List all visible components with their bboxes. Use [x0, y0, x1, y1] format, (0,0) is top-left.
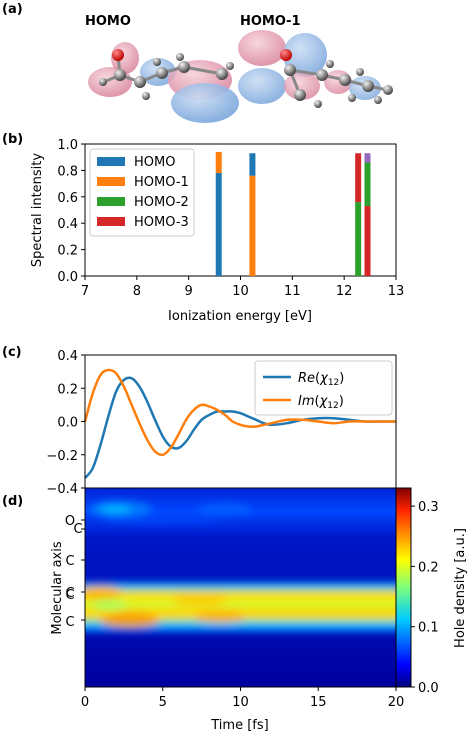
x-tick-label-d: 10 [232, 695, 249, 710]
y-tick-label-d-3: C [65, 586, 74, 601]
bar-0-segment-1 [215, 151, 222, 174]
x-axis-label-d: Time [fs] [210, 718, 268, 733]
legend-swatch-homo-3 [97, 217, 125, 226]
bar-1-segment-1 [249, 153, 256, 176]
x-tick-label-b: 10 [232, 284, 249, 299]
y-tick-label-d-2: C [65, 554, 74, 569]
x-tick-label-d: 0 [81, 695, 89, 710]
y-tick-label-b: 0.4 [57, 217, 78, 232]
y-tick-label-d-4: C [65, 588, 74, 603]
y-tick-label-b: 0.2 [57, 244, 78, 259]
x-tick-label-d: 20 [388, 695, 405, 710]
x-tick-label-b: 7 [81, 284, 89, 299]
legend-label-im: Im(χ12) [298, 394, 344, 411]
colorbar-tick-label: 0.2 [418, 560, 439, 575]
chi12-line-chart: 0.4 0.2 0.0 −0.2 −0.4 Re(χ12) Im(χ12) [46, 349, 397, 497]
legend-label-re: Re(χ12) [298, 371, 344, 388]
colorbar-ticks: 0.3 0.2 0.1 0.0 [411, 500, 439, 696]
orbital-label-homo: HOMO [85, 14, 131, 29]
y-tick-label-d-0: O [65, 514, 75, 529]
y-tick-label-c: 0.0 [57, 416, 78, 431]
bar-2-segment-0 [355, 202, 362, 276]
y-tick-label-b: 0.6 [57, 191, 78, 206]
y-ticks-c: 0.4 0.2 0.0 −0.2 −0.4 [46, 349, 85, 497]
x-ticks-b: 7 8 9 10 11 12 13 [81, 276, 404, 299]
bar-3-segment-2 [364, 153, 371, 163]
x-ticks-d: 0 5 10 15 20 [81, 687, 404, 710]
legend-label-homo-1: HOMO-1 [134, 175, 189, 190]
bar-3-segment-0 [364, 206, 371, 276]
panel-label-a: (a) [2, 2, 23, 17]
y-tick-label-c: 0.4 [57, 349, 78, 364]
colorbar [395, 487, 412, 688]
colorbar-tick-label: 0.0 [418, 681, 439, 696]
legend-c: Re(χ12) Im(χ12) [254, 360, 393, 416]
legend-box-c [254, 360, 393, 416]
y-tick-label-c: −0.2 [46, 449, 78, 464]
bar-3-segment-1 [364, 162, 371, 207]
orbital-label-homo-1: HOMO-1 [240, 14, 301, 29]
x-tick-label-b: 11 [284, 284, 301, 299]
molecule-homo-illustration [88, 42, 239, 123]
legend-b: HOMO HOMO-1 HOMO-2 HOMO-3 [89, 148, 195, 237]
panel-label-b: (b) [2, 132, 23, 147]
x-tick-label-b: 13 [388, 284, 405, 299]
bar-2-segment-1 [355, 153, 362, 203]
y-ticks-b: 0.0 0.2 0.4 0.6 0.8 1.0 [57, 138, 85, 285]
stacked-bars [215, 151, 371, 276]
series-line-im-chi12 [83, 368, 396, 457]
panel-label-c: (c) [2, 345, 22, 360]
series-line-re-chi12 [84, 376, 396, 479]
y-axis-label-b: Spectral intensity [30, 153, 45, 267]
legend-label-homo: HOMO [134, 155, 175, 170]
x-tick-label-b: 12 [336, 284, 353, 299]
x-tick-label-d: 5 [159, 695, 167, 710]
y-tick-label-b: 0.0 [57, 270, 78, 285]
x-tick-label-b: 8 [133, 284, 141, 299]
y-tick-label-c: −0.4 [46, 482, 78, 497]
legend-swatch-homo-2 [97, 197, 125, 206]
colorbar-label: Hole density [a.u.] [453, 528, 468, 648]
y-axis-label-d: Molecular axis [50, 541, 65, 634]
molecule-homo-1-illustration [238, 30, 393, 108]
y-tick-label-d-1: C [73, 522, 82, 537]
colorbar-tick-label: 0.3 [418, 500, 439, 515]
bar-1-segment-0 [249, 175, 256, 276]
legend-label-homo-2: HOMO-2 [134, 195, 189, 210]
legend-swatch-homo-1 [97, 177, 125, 186]
colorbar-tick-label: 0.1 [418, 621, 439, 636]
x-tick-label-b: 9 [185, 284, 193, 299]
legend-label-homo-3: HOMO-3 [134, 215, 189, 230]
x-tick-label-d: 15 [310, 695, 327, 710]
panel-label-d: (d) [2, 494, 23, 509]
x-axis-label-b: Ionization energy [eV] [168, 309, 312, 324]
bar-0-segment-0 [215, 173, 222, 276]
legend-swatch-homo [97, 157, 125, 166]
y-tick-label-b: 1.0 [57, 138, 78, 153]
legend-box-b [89, 148, 195, 237]
y-tick-label-b: 0.8 [57, 164, 78, 179]
spectral-intensity-chart: 7 8 9 10 11 12 13 0.0 0.2 0.4 0.6 0.8 1.0 Ionizatio… [30, 138, 404, 324]
y-tick-label-c: 0.2 [57, 382, 78, 397]
heatmap-image [85, 488, 396, 687]
y-tick-label-d-5: C [65, 615, 74, 630]
